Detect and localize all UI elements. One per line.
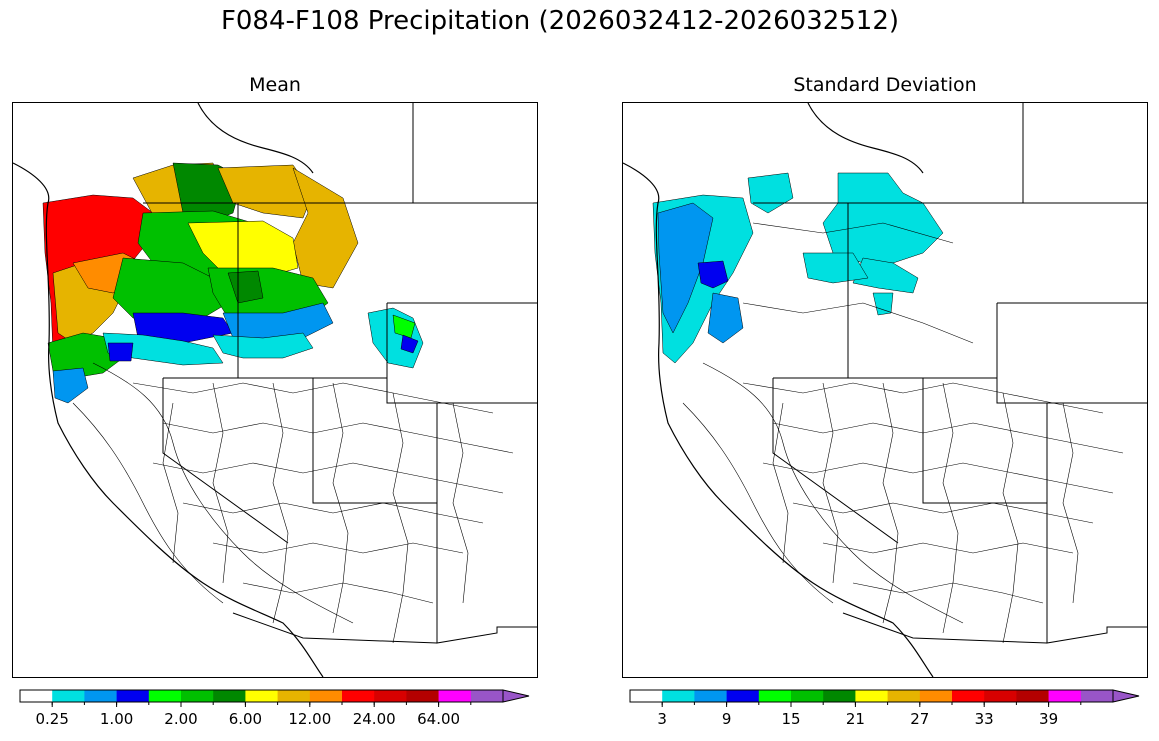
mean-colorbar-segment xyxy=(84,690,117,702)
sd-colorbar-segment xyxy=(630,690,663,702)
mean-colorbar-segment xyxy=(213,690,246,702)
mean-state-boundaries xyxy=(143,103,537,644)
sd-coastline xyxy=(623,103,934,677)
sd-colorbar-segment xyxy=(823,690,856,702)
mean-colorbar: 0.25 1.00 2.00 6.00 12.00 24.00 64.00 xyxy=(19,689,530,736)
mean-colorbar-segment xyxy=(342,690,375,702)
mean-colorbar-tick-label: 12.00 xyxy=(288,710,331,728)
sd-colorbar-tick-label: 21 xyxy=(846,710,865,728)
sd-colorbar-segment xyxy=(662,690,695,702)
sd-colorbar-segment xyxy=(887,690,921,702)
mean-colorbar-segment xyxy=(52,690,85,702)
mean-panel-title: Mean xyxy=(249,74,301,96)
sd-colorbar-segment xyxy=(855,690,888,702)
sd-colorbar-tick-label: 33 xyxy=(975,710,994,728)
mean-colorbar-tick-label: 0.25 xyxy=(35,710,68,728)
sd-colorbar: 3 9 15 21 27 33 39 xyxy=(629,689,1140,736)
sd-colorbar-segment xyxy=(919,690,953,702)
sd-colorbar-segment xyxy=(1048,690,1082,702)
sd-colorbar-segment xyxy=(791,690,824,702)
mean-map xyxy=(12,102,538,678)
sd-colorbar-segment xyxy=(758,690,792,702)
mean-colorbar-tick-label: 24.00 xyxy=(353,710,396,728)
mean-colorbar-segment xyxy=(245,690,278,702)
mean-colorbar-segment xyxy=(406,690,439,702)
mean-colorbar-tick-label: 64.00 xyxy=(417,710,460,728)
mean-colorbar-outline xyxy=(19,689,503,703)
sd-colorbar-segment xyxy=(1080,690,1113,702)
sd-map xyxy=(622,102,1148,678)
mean-colorbar-segment xyxy=(374,690,407,702)
mean-coastline xyxy=(13,103,324,677)
sd-colorbar-segment xyxy=(694,690,727,702)
sd-state-boundaries xyxy=(753,103,1147,644)
mean-colorbar-segment xyxy=(470,690,503,702)
mean-colorbar-tick-label: 1.00 xyxy=(100,710,133,728)
sd-colorbar-tick-label: 9 xyxy=(722,710,732,728)
sd-colorbar-extend-arrow xyxy=(1112,689,1140,703)
sd-precip-fill xyxy=(652,172,944,364)
mean-colorbar-segment xyxy=(438,690,472,702)
sd-colorbar-segment xyxy=(726,690,760,702)
sd-colorbar-tick-label: 39 xyxy=(1039,710,1058,728)
sd-colorbar-tick-label: 3 xyxy=(657,710,667,728)
mean-colorbar-segment xyxy=(277,690,311,702)
mean-colorbar-segment xyxy=(20,690,53,702)
figure-title: F084-F108 Precipitation (2026032412-2026… xyxy=(220,6,900,36)
sd-colorbar-segment xyxy=(1016,690,1049,702)
mean-colorbar-segment xyxy=(148,690,182,702)
sd-colorbar-segment xyxy=(984,690,1017,702)
mean-colorbar-tick-label: 6.00 xyxy=(229,710,262,728)
sd-panel-title: Standard Deviation xyxy=(793,74,977,96)
sd-colorbar-tick-label: 27 xyxy=(910,710,929,728)
mean-basin-lines xyxy=(72,362,514,644)
sd-colorbar-segment xyxy=(952,690,985,702)
mean-colorbar-extend-arrow xyxy=(502,689,530,703)
mean-colorbar-tick-label: 2.00 xyxy=(164,710,197,728)
mean-colorbar-segment xyxy=(181,690,214,702)
mean-precip-fill xyxy=(42,162,424,404)
mean-colorbar-segment xyxy=(116,690,150,702)
mean-colorbar-segment xyxy=(309,690,343,702)
sd-colorbar-tick-label: 15 xyxy=(781,710,800,728)
sd-basin-lines xyxy=(682,222,1124,644)
sd-colorbar-outline xyxy=(629,689,1113,703)
